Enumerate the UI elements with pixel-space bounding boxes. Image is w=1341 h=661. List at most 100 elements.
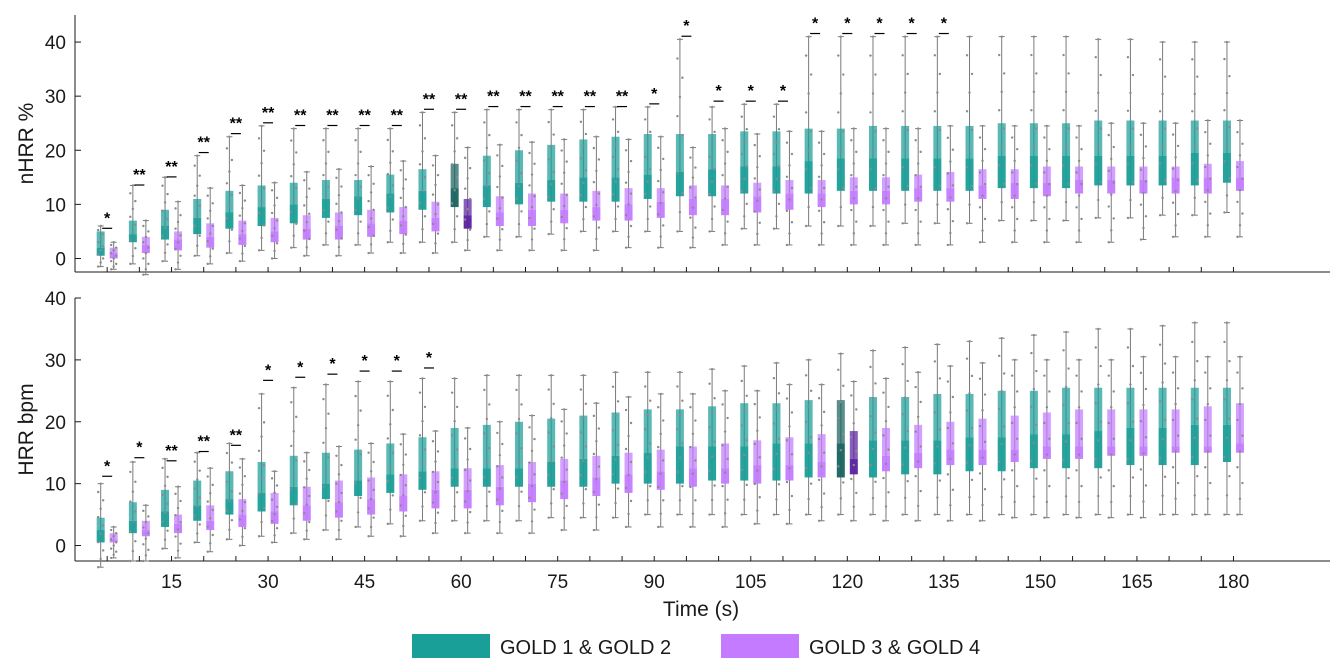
- data-point: [804, 224, 808, 228]
- data-point: [906, 72, 909, 76]
- data-point: [1077, 453, 1081, 456]
- data-point: [1191, 340, 1194, 344]
- data-point: [756, 509, 759, 512]
- data-point: [850, 394, 853, 397]
- data-point: [965, 461, 969, 464]
- data-point: [1016, 437, 1019, 440]
- data-point: [723, 430, 727, 433]
- box-upper: [1222, 387, 1231, 425]
- data-point: [916, 371, 920, 374]
- data-point: [842, 384, 845, 388]
- data-point: [530, 484, 534, 488]
- box-upper: [785, 180, 794, 194]
- box-upper: [881, 177, 890, 191]
- box-upper: [708, 406, 717, 447]
- box-upper: [257, 185, 266, 208]
- data-point: [869, 414, 872, 418]
- data-point: [882, 519, 885, 522]
- box-upper: [302, 486, 311, 506]
- box-upper: [174, 231, 183, 240]
- data-point: [1236, 200, 1239, 204]
- data-point: [450, 391, 454, 394]
- data-point: [1131, 476, 1135, 479]
- data-point: [1225, 40, 1229, 44]
- data-point: [161, 259, 164, 263]
- box-upper: [1190, 120, 1199, 153]
- box-lower: [1190, 424, 1199, 466]
- data-point: [455, 137, 459, 140]
- data-point: [109, 259, 113, 263]
- data-point: [193, 164, 196, 167]
- data-point: [109, 538, 113, 541]
- data-point: [614, 414, 617, 418]
- data-point: [884, 162, 888, 165]
- data-point: [951, 395, 955, 399]
- data-point: [515, 235, 518, 239]
- data-point: [659, 168, 662, 172]
- data-point: [1013, 229, 1016, 232]
- data-point: [305, 451, 308, 454]
- data-point: [914, 519, 917, 522]
- data-point: [689, 216, 692, 219]
- data-point: [1161, 494, 1164, 497]
- data-point: [938, 428, 942, 431]
- data-point: [1094, 216, 1097, 220]
- data-point: [1174, 190, 1177, 193]
- data-point: [166, 529, 169, 532]
- data-point: [303, 204, 306, 207]
- data-point: [389, 195, 392, 198]
- box-upper: [656, 188, 665, 202]
- data-point: [1000, 145, 1003, 149]
- data-point: [903, 446, 907, 449]
- data-point: [726, 498, 729, 501]
- box-upper: [643, 409, 652, 453]
- data-point: [228, 499, 231, 503]
- data-point: [946, 380, 950, 383]
- box-upper: [495, 196, 504, 213]
- data-point: [335, 510, 338, 513]
- data-point: [337, 528, 341, 532]
- box-upper: [560, 193, 569, 210]
- data-point: [560, 215, 563, 219]
- data-point: [592, 180, 596, 184]
- data-point: [1142, 191, 1145, 195]
- data-point: [99, 224, 102, 228]
- data-point: [1032, 201, 1036, 204]
- data-point: [1064, 385, 1068, 389]
- data-point: [483, 475, 486, 479]
- data-point: [644, 230, 647, 233]
- data-point: [142, 273, 145, 276]
- data-point: [1110, 406, 1113, 409]
- data-point: [1223, 211, 1226, 214]
- data-point: [147, 531, 150, 535]
- data-point: [903, 396, 907, 399]
- data-point: [1013, 159, 1016, 163]
- data-point: [295, 415, 298, 419]
- data-point: [644, 513, 647, 516]
- data-point: [882, 391, 885, 394]
- data-point: [1067, 367, 1070, 370]
- data-point: [1174, 450, 1177, 453]
- data-point: [391, 184, 394, 187]
- box-upper: [270, 492, 279, 512]
- data-point: [627, 434, 630, 438]
- data-point: [1163, 362, 1167, 365]
- data-point: [485, 374, 489, 377]
- data-point: [582, 181, 585, 184]
- significance-marker: *: [715, 83, 722, 100]
- data-point: [99, 482, 102, 485]
- data-point: [485, 146, 489, 150]
- data-point: [804, 168, 808, 171]
- data-point: [1048, 484, 1051, 488]
- data-point: [238, 518, 242, 521]
- data-point: [753, 482, 756, 486]
- data-point: [163, 484, 167, 488]
- data-point: [678, 413, 682, 417]
- data-point: [228, 442, 231, 445]
- data-point: [775, 452, 778, 456]
- box-upper: [515, 421, 524, 469]
- data-point: [337, 168, 341, 171]
- data-point: [616, 130, 620, 134]
- data-point: [562, 480, 566, 483]
- data-point: [359, 453, 362, 456]
